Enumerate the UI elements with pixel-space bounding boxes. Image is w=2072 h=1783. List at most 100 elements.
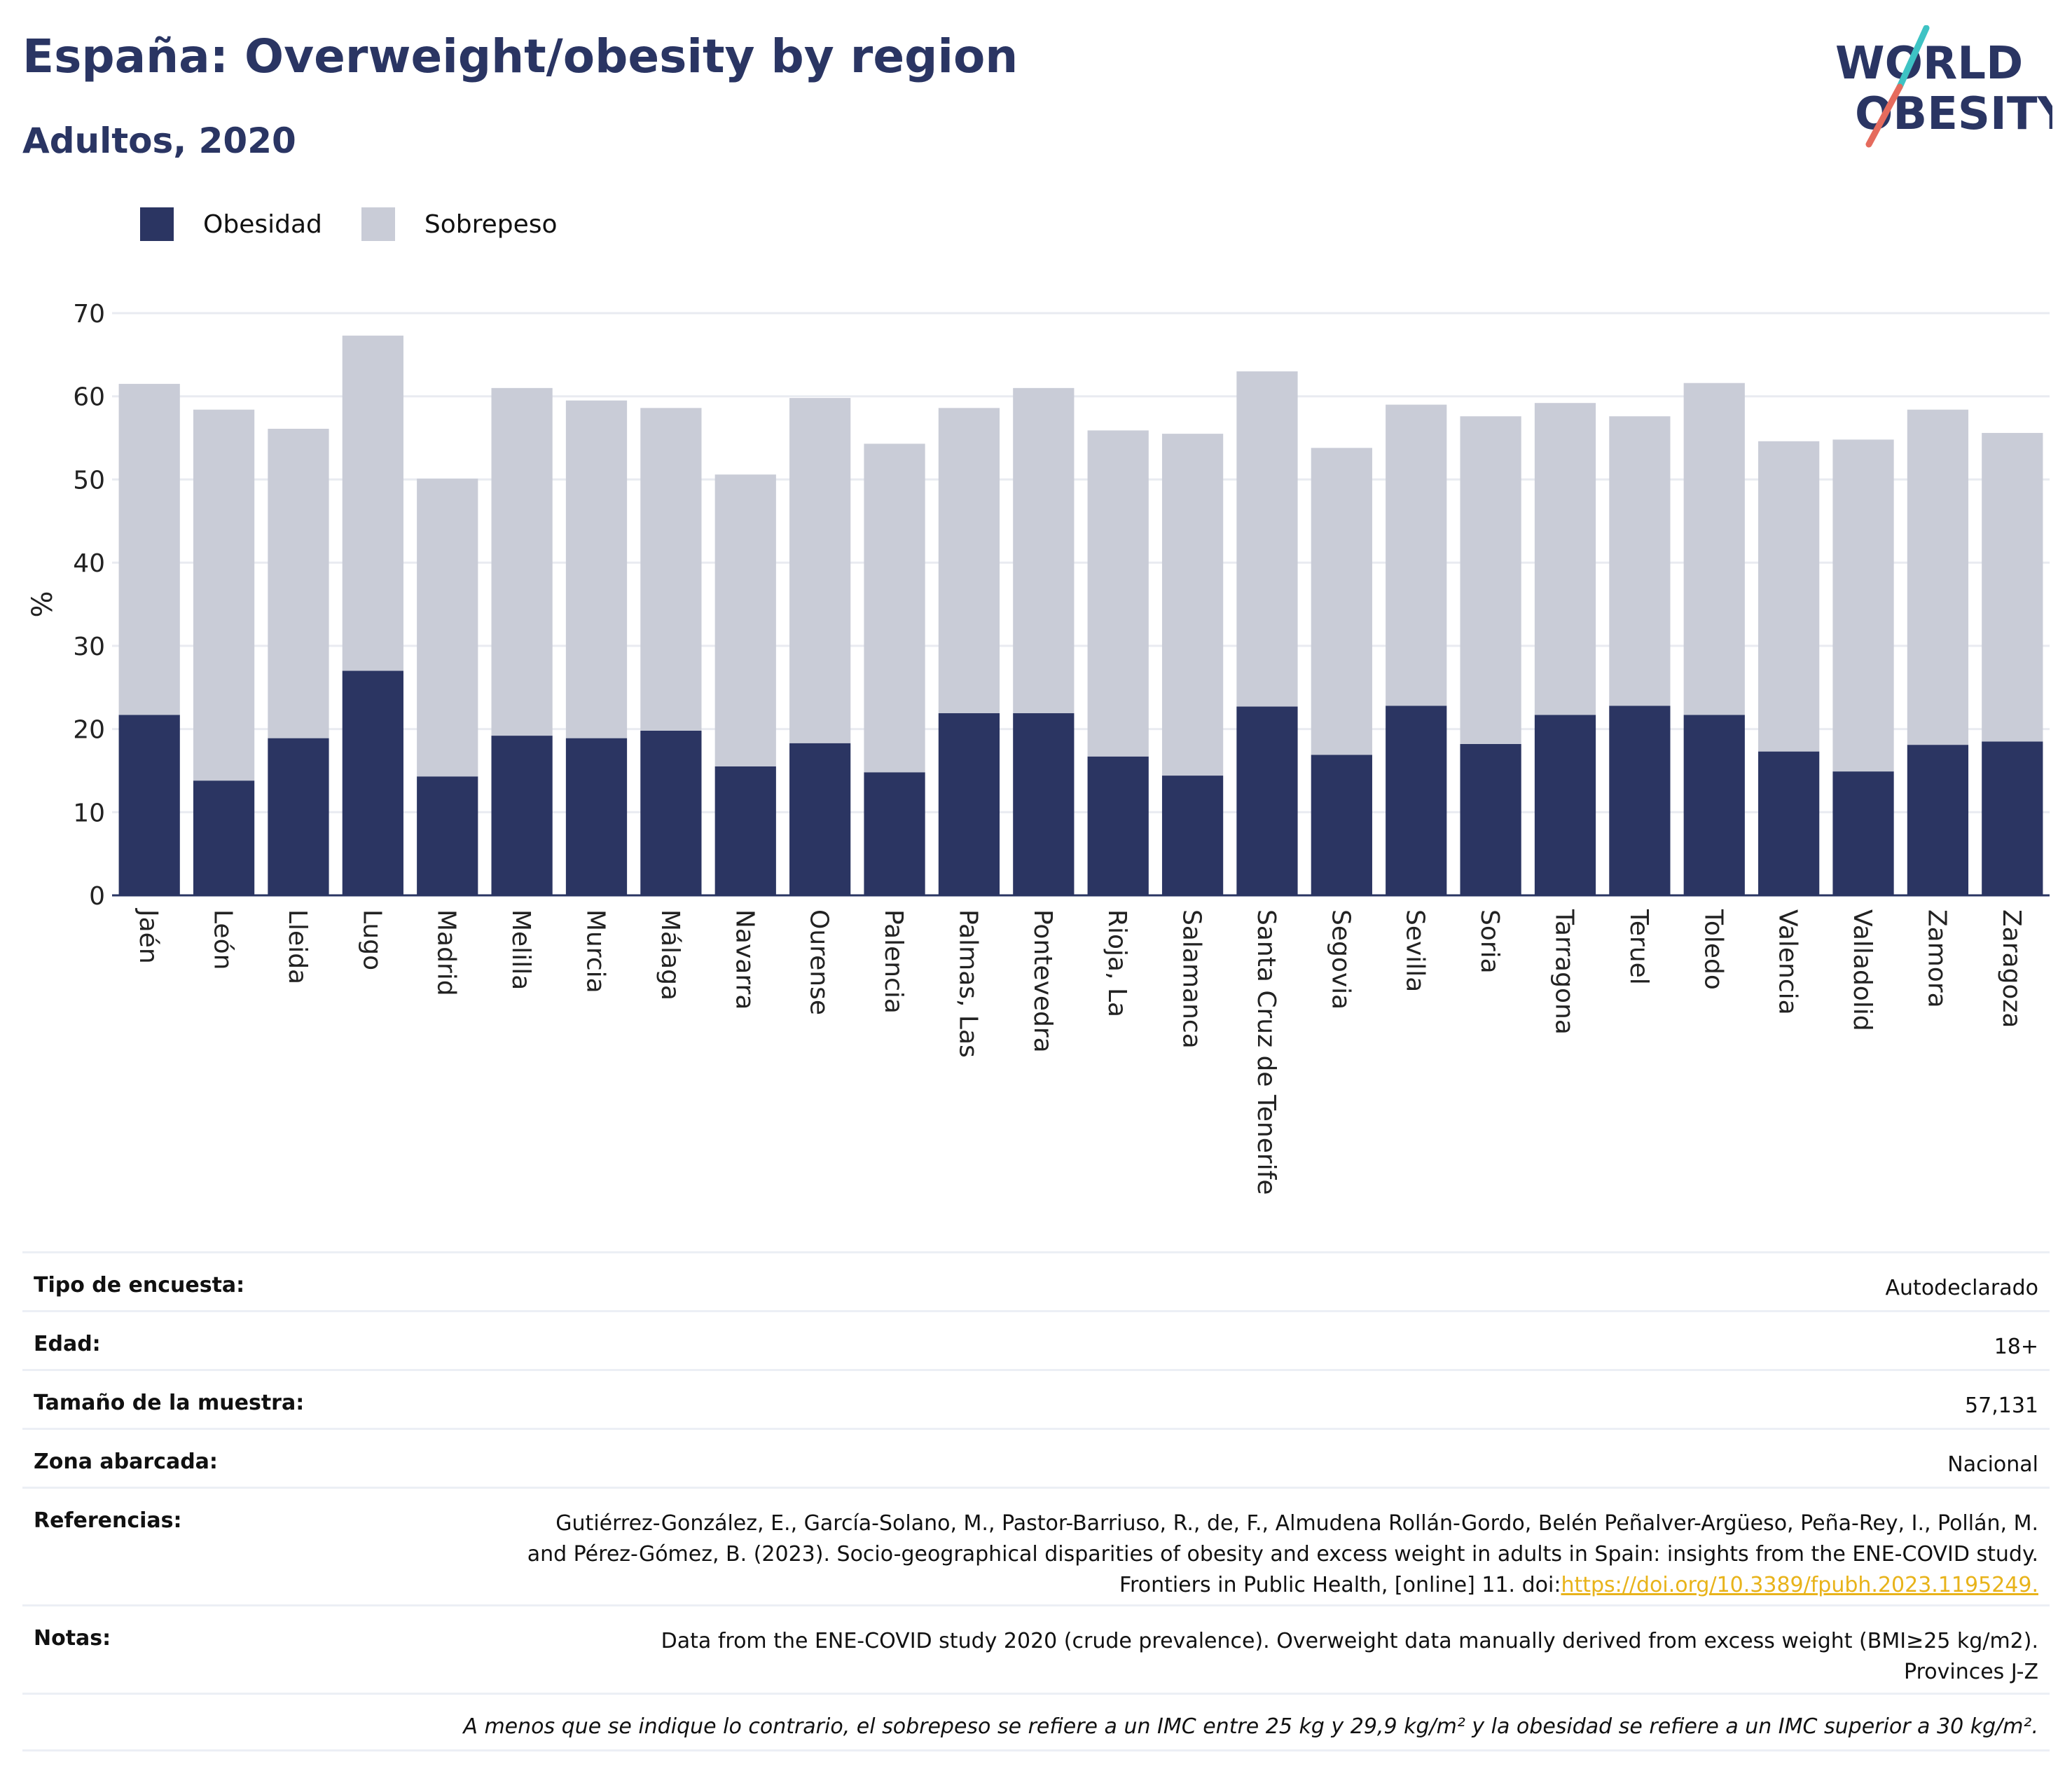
notes-text: Data from the ENE-COVID study 2020 (crud… xyxy=(661,1626,2038,1688)
x-tick-label: Málaga xyxy=(656,909,684,1000)
x-tick-label: Teruel xyxy=(1624,909,1653,985)
bar-sobrepeso xyxy=(714,474,776,766)
bar-obesidad xyxy=(1982,741,2043,895)
bar-obesidad xyxy=(1609,705,1671,895)
x-tick-label: Zaragoza xyxy=(1997,909,2026,1028)
legend-item-sobrepeso[interactable]: Sobrepeso xyxy=(361,207,558,241)
x-tick-label: León xyxy=(209,909,237,970)
x-tick-label: Salamanca xyxy=(1177,909,1206,1049)
legend-item-obesidad[interactable]: Obesidad xyxy=(140,207,322,241)
bar-obesidad xyxy=(1460,743,1521,895)
bar-sobrepeso xyxy=(1236,371,1298,707)
logo-text-world: WORLD xyxy=(1835,38,2023,90)
logo-slash-red xyxy=(1865,83,1903,148)
legend-label-obesidad: Obesidad xyxy=(203,209,322,239)
bar-sobrepeso xyxy=(1982,432,2043,742)
bar-sobrepeso xyxy=(1907,409,1969,745)
bar-obesidad xyxy=(417,776,478,895)
meta-row-sample-size: Tamaño de la muestra: 57,131 xyxy=(22,1369,2050,1428)
bar-obesidad xyxy=(1236,706,1298,895)
bar-obesidad xyxy=(714,766,776,895)
bar-layer xyxy=(118,336,2043,895)
x-tick-label: Zamora xyxy=(1922,909,1951,1008)
chart-legend: Obesidad Sobrepeso xyxy=(140,207,597,241)
x-tick-label: Valencia xyxy=(1774,909,1802,1015)
meta-value: Nacional xyxy=(1947,1452,2038,1477)
meta-row-notes: Notas: Data from the ENE-COVID study 202… xyxy=(22,1604,2050,1693)
bar-obesidad xyxy=(268,738,329,895)
page-subtitle: Adultos, 2020 xyxy=(22,121,296,161)
notes-line-2: Provinces J-Z xyxy=(1904,1660,2038,1684)
world-obesity-logo: WORLD OBESITY xyxy=(1835,25,2052,148)
x-tick-label: Jaén xyxy=(134,908,163,964)
bar-obesidad xyxy=(193,780,255,895)
bar-obesidad xyxy=(864,772,925,895)
bar-sobrepeso xyxy=(938,408,1000,714)
references-citation: Gutiérrez-González, E., García-Solano, M… xyxy=(527,1511,2038,1597)
x-tick-label: Madrid xyxy=(432,909,461,996)
bar-sobrepeso xyxy=(1087,430,1149,757)
bar-obesidad xyxy=(1311,755,1372,895)
y-tick-label: 20 xyxy=(73,716,105,745)
meta-row-area: Zona abarcada: Nacional xyxy=(22,1428,2050,1487)
page-title: España: Overweight/obesity by region xyxy=(22,29,1018,83)
x-tick-label: Palmas, Las xyxy=(953,909,982,1058)
references-text: Gutiérrez-González, E., García-Solano, M… xyxy=(525,1508,2038,1601)
y-tick-label: 40 xyxy=(73,549,105,578)
meta-value: 57,131 xyxy=(1965,1393,2038,1418)
x-tick-label: Melilla xyxy=(506,909,535,990)
bar-obesidad xyxy=(1907,745,1969,895)
y-tick-label: 50 xyxy=(73,466,105,495)
bar-sobrepeso xyxy=(1683,383,1745,715)
bar-sobrepeso xyxy=(1386,404,1447,706)
doi-link[interactable]: https://doi.org/10.3389/fpubh.2023.11952… xyxy=(1561,1573,2038,1597)
bar-sobrepeso xyxy=(1161,434,1224,776)
y-tick-label: 10 xyxy=(73,799,105,827)
x-tick-label: Segovia xyxy=(1326,909,1355,1010)
bar-obesidad xyxy=(1087,756,1149,895)
bar-obesidad xyxy=(789,743,851,895)
bar-sobrepeso xyxy=(789,398,851,743)
meta-label: Zona abarcada: xyxy=(34,1450,218,1474)
y-tick-label: 0 xyxy=(89,882,105,911)
x-tick-label: Lugo xyxy=(357,909,386,970)
bar-obesidad xyxy=(1161,776,1224,895)
y-tick-label: 30 xyxy=(73,633,105,661)
bar-obesidad xyxy=(938,713,1000,895)
legend-swatch-obesidad xyxy=(140,207,174,241)
bar-sobrepeso xyxy=(640,408,702,731)
y-axis-label: % xyxy=(27,591,59,617)
bar-sobrepeso xyxy=(193,409,255,781)
axis-layer: 0 10 20 30 40 50 60 70% Jaén León Lleida Lugo Madrid… xyxy=(27,300,2050,1195)
bar-obesidad xyxy=(118,715,180,895)
x-tick-label: Sevilla xyxy=(1401,909,1430,992)
x-tick-label: Rioja, La xyxy=(1103,909,1131,1017)
bar-obesidad xyxy=(1758,751,1820,895)
bar-obesidad xyxy=(640,730,702,895)
bar-sobrepeso xyxy=(1013,387,1075,714)
meta-row-age: Edad: 18+ xyxy=(22,1310,2050,1369)
bar-obesidad xyxy=(1013,713,1075,895)
meta-label: Tamaño de la muestra: xyxy=(34,1391,305,1415)
metadata-table: Tipo de encuesta: Autodeclarado Edad: 18… xyxy=(22,1251,2050,1751)
x-tick-label: Palencia xyxy=(879,909,908,1014)
meta-label: Notas: xyxy=(34,1626,111,1651)
bar-obesidad xyxy=(491,736,553,895)
bar-obesidad xyxy=(565,738,628,895)
bar-obesidad xyxy=(1386,705,1447,895)
bar-obesidad xyxy=(342,670,403,895)
bar-sobrepeso xyxy=(1609,416,1671,706)
y-tick-label: 60 xyxy=(73,383,105,412)
bar-sobrepeso xyxy=(1758,441,1820,752)
bar-sobrepeso xyxy=(491,387,553,736)
bar-sobrepeso xyxy=(864,443,925,773)
x-tick-label: Santa Cruz de Tenerife xyxy=(1252,909,1280,1195)
x-tick-label: Valladolid xyxy=(1848,909,1877,1031)
meta-label: Referencias: xyxy=(34,1508,182,1533)
meta-label: Edad: xyxy=(34,1332,101,1356)
meta-label: Tipo de encuesta: xyxy=(34,1273,245,1297)
x-tick-label: Ourense xyxy=(805,909,834,1015)
logo-slash-teal xyxy=(1896,25,1930,90)
bar-sobrepeso xyxy=(268,429,329,738)
bar-sobrepeso xyxy=(1460,416,1521,744)
